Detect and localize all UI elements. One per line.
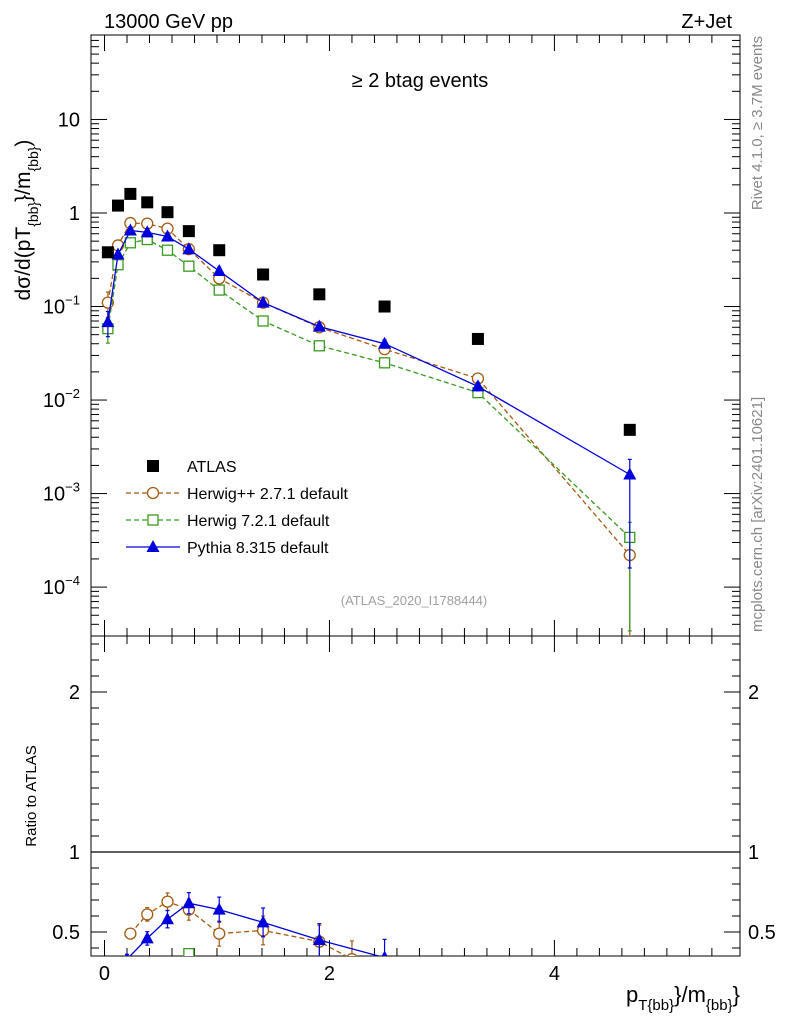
- main-y-axis-label: dσ/d(pT{bb}}/m{bb}): [12, 140, 41, 301]
- legend: ATLAS Herwig++ 2.7.1 default Herwig 7.2.1 …: [126, 459, 349, 557]
- analysis-tag: (ATLAS_2020_I1788444): [341, 593, 487, 608]
- x-axis-label: pT{bb}}/m{bb}}: [626, 982, 740, 1014]
- data-point-atlas: [623, 423, 636, 436]
- ratio-point-pythia: [312, 933, 326, 945]
- x-tick-label: 0: [99, 963, 110, 985]
- data-point-atlas: [471, 332, 484, 345]
- main-y-tick-label: 10−2: [43, 386, 80, 412]
- main-axis-ticks: 10 1 10−1 10−2 10−3 10−4: [43, 34, 740, 637]
- ratio-axis-ticks: 2 2 1 1 0.5 0.5 0 2 4: [52, 636, 776, 985]
- data-point-atlas: [213, 244, 226, 257]
- data-point-atlas: [124, 187, 137, 200]
- ratio-y-tick-label-left: 2: [69, 682, 80, 704]
- data-point-atlas: [182, 225, 195, 238]
- series-line-herwig7: [107, 238, 631, 538]
- ratio-point-pythia: [182, 896, 196, 909]
- legend-marker-atlas: [147, 460, 159, 472]
- ratio-y-tick-label-right: 1: [748, 842, 759, 864]
- series-pythia: [101, 223, 637, 569]
- data-point-atlas: [161, 206, 174, 219]
- ratio-y-tick-label-right: 2: [748, 682, 759, 704]
- data-point-pythia: [182, 242, 196, 255]
- legend-marker-pythia: [146, 540, 160, 552]
- main-y-tick-label: 10−3: [43, 480, 80, 506]
- main-y-tick-label: 10: [58, 109, 80, 131]
- data-point-herwig7: [112, 259, 124, 271]
- ratio-point-pythia: [124, 952, 130, 956]
- main-y-tick-label: 10−1: [43, 293, 80, 319]
- data-point-pythia: [160, 229, 174, 242]
- header-process: Z+Jet: [681, 11, 732, 33]
- data-point-herwig7: [213, 284, 225, 296]
- ratio-y-tick-label-left: 1: [69, 842, 80, 864]
- data-point-herwig7: [313, 340, 325, 352]
- ratio-point-herwigpp: [161, 895, 174, 908]
- data-point-herwig7: [257, 315, 269, 327]
- legend-label-herwigpp: Herwig++ 2.7.1 default: [187, 486, 349, 503]
- ratio-point-pythia: [256, 915, 270, 928]
- ratio-y-tick-label-right: 0.5: [748, 922, 776, 944]
- header-energy: 13000 GeV pp: [104, 11, 233, 33]
- main-y-tick-label: 10−4: [43, 573, 80, 599]
- legend-label-atlas: ATLAS: [187, 459, 237, 476]
- ratio-point-pythia: [140, 931, 154, 944]
- series-atlas: [101, 187, 636, 436]
- ratio-y-tick-label-left: 0.5: [52, 922, 80, 944]
- data-point-atlas: [111, 199, 124, 212]
- mcplots-info: mcplots.cern.ch [arXiv:2401.10621]: [749, 397, 766, 632]
- ratio-line-pythia: [129, 902, 382, 956]
- data-point-atlas: [141, 196, 154, 209]
- data-point-atlas: [313, 288, 326, 301]
- ratio-point-pythia: [381, 950, 388, 956]
- data-point-pythia: [623, 467, 637, 480]
- ratio-panel-frame: [90, 635, 741, 957]
- ratio-series-herwig7: [183, 947, 195, 956]
- x-tick-label: 4: [549, 963, 560, 985]
- legend-item-herwig7: Herwig 7.2.1 default: [126, 513, 330, 530]
- data-point-pythia: [140, 225, 154, 238]
- legend-label-pythia: Pythia 8.315 default: [187, 540, 329, 557]
- data-point-atlas: [378, 300, 391, 313]
- ratio-point-pythia: [212, 902, 226, 915]
- legend-item-herwigpp: Herwig++ 2.7.1 default: [126, 486, 349, 503]
- data-point-herwig7: [124, 237, 137, 249]
- main-y-tick-label: 1: [69, 203, 80, 225]
- data-point-herwig7: [161, 244, 174, 256]
- data-point-pythia: [101, 315, 115, 328]
- legend-label-herwig7: Herwig 7.2.1 default: [187, 513, 330, 530]
- ratio-point-herwig7: [183, 947, 195, 956]
- ratio-y-axis-label: Ratio to ATLAS: [23, 745, 40, 846]
- data-point-pythia: [111, 247, 125, 260]
- legend-item-pythia: Pythia 8.315 default: [126, 540, 329, 557]
- data-point-pythia: [212, 263, 226, 276]
- main-data-layer: [101, 187, 637, 636]
- rivet-info: Rivet 4.1.0, ≥ 3.7M events: [749, 36, 766, 210]
- data-point-pythia: [123, 223, 137, 236]
- data-point-atlas: [101, 246, 114, 259]
- legend-item-atlas: ATLAS: [147, 459, 237, 476]
- ratio-point-herwigpp: [346, 953, 358, 956]
- ratio-data-layer: [124, 892, 388, 956]
- x-tick-label: 2: [324, 963, 335, 985]
- ratio-point-pythia: [160, 912, 174, 925]
- ratio-line-herwigpp: [129, 900, 348, 956]
- ratio-point-herwigpp: [124, 927, 137, 940]
- ratio-point-herwigpp: [141, 908, 154, 921]
- series-line-herwigpp: [107, 222, 631, 556]
- data-point-herwig7: [183, 260, 195, 272]
- legend-marker-herwigpp: [146, 486, 160, 500]
- ratio-series-pythia: [124, 892, 388, 956]
- data-point-atlas: [257, 268, 270, 281]
- data-point-pythia: [471, 379, 485, 392]
- ratio-point-herwigpp: [213, 927, 226, 940]
- data-point-pythia: [312, 319, 326, 332]
- data-point-pythia: [256, 295, 270, 308]
- main-chart-title: ≥ 2 btag events: [352, 70, 489, 92]
- legend-marker-herwig7: [147, 514, 159, 526]
- data-point-herwig7: [378, 357, 391, 369]
- data-point-pythia: [378, 336, 392, 349]
